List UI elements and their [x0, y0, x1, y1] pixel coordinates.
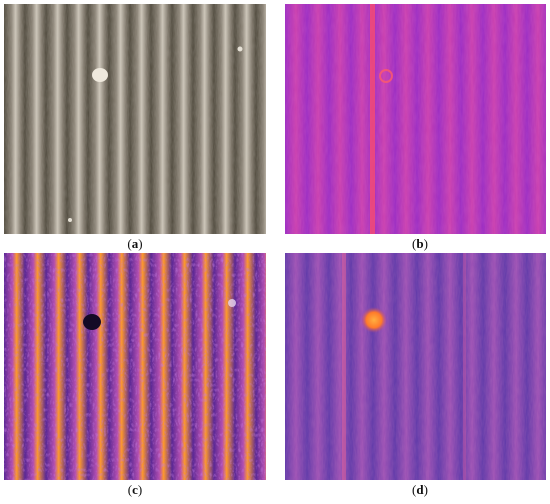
hot-spot: [361, 307, 387, 333]
thermal-image-b: [285, 4, 546, 234]
panel-d-caption: (d): [412, 482, 428, 497]
cold-spot: [83, 314, 101, 330]
thermal-image-d: [285, 253, 546, 480]
corrugated-surface-photo: [4, 4, 266, 234]
pebble: [92, 68, 108, 82]
panel-a-image: [4, 4, 266, 234]
panel-c-image: [4, 253, 266, 480]
panel-d-image: [285, 253, 546, 480]
panel-c-caption: (c): [127, 482, 143, 497]
panel-a-caption: (a): [127, 236, 143, 251]
thermal-image-c: [4, 253, 266, 480]
hot-line: [370, 4, 375, 234]
panel-b-caption: (b): [412, 236, 428, 251]
panel-b-image: [285, 4, 546, 234]
